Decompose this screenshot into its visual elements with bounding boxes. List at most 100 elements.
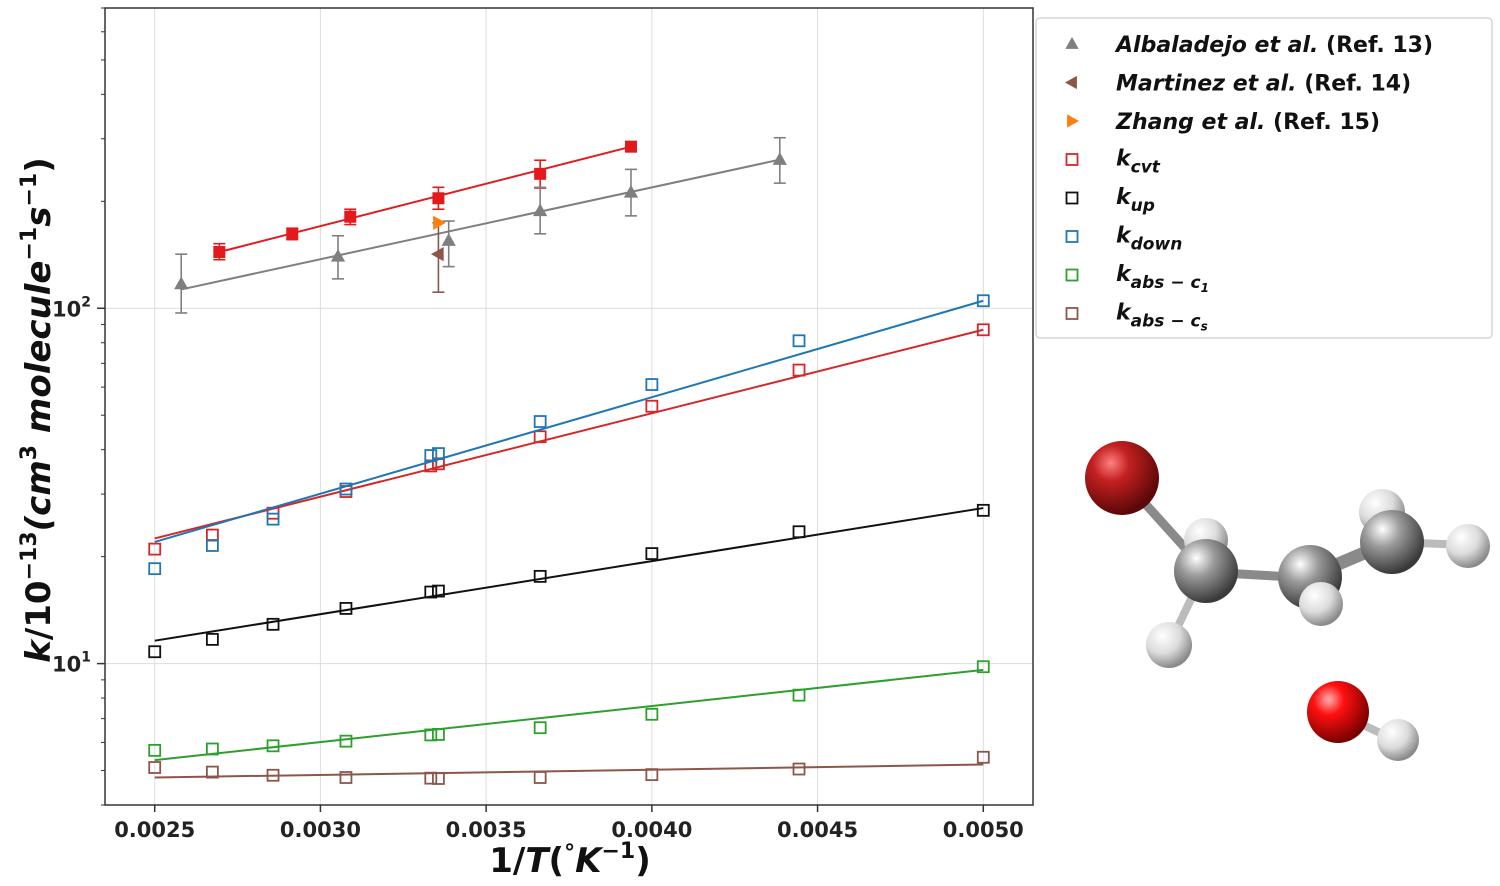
data-point xyxy=(441,233,456,246)
legend-marker xyxy=(1065,191,1079,205)
legend-marker xyxy=(1065,153,1079,166)
data-point xyxy=(339,602,353,615)
data-point xyxy=(424,585,438,599)
legend-label: kup xyxy=(1116,185,1155,216)
hydrogen-atom xyxy=(1377,719,1419,761)
fit-line xyxy=(154,763,984,779)
x-label-unit: K xyxy=(575,841,604,881)
x-axis-ticks: 0.0025 0.0030 0.0035 0.0040 0.0045 0.0050 xyxy=(114,805,1024,842)
data-point xyxy=(266,768,280,782)
data-point xyxy=(533,569,547,583)
x-label-paren-open: ( xyxy=(549,841,565,881)
y-label-slash: /10 xyxy=(19,580,59,640)
x-label-var: T xyxy=(525,841,551,881)
data-point xyxy=(645,399,659,413)
data-point xyxy=(213,246,226,259)
data-point xyxy=(330,248,346,262)
data-point xyxy=(534,167,547,180)
legend-marker xyxy=(1065,268,1079,282)
data-point xyxy=(533,430,547,444)
data-point xyxy=(339,734,353,748)
data-point xyxy=(266,512,280,526)
y-axis-label: k/10−13(cm3 molecule−1s−1) xyxy=(17,157,59,663)
data-point xyxy=(424,449,438,462)
grid-lines xyxy=(105,8,1033,805)
theory-series-3 xyxy=(148,660,990,762)
data-point xyxy=(645,547,659,560)
fit-line xyxy=(181,158,781,291)
y-label-mid: (cm xyxy=(19,460,59,531)
data-point xyxy=(976,323,990,337)
x-label-deg: ° xyxy=(564,841,575,866)
data-point xyxy=(432,584,445,598)
y-label-exp2: 3 xyxy=(17,445,42,460)
data-point xyxy=(792,334,806,348)
experimental-series-2 xyxy=(433,215,446,230)
data-point xyxy=(645,707,659,721)
hydrogen-atom xyxy=(1299,582,1343,626)
theory-series-1 xyxy=(148,503,990,659)
legend-marker xyxy=(1065,75,1077,90)
legend-label: kabs − c1 xyxy=(1116,262,1209,295)
data-point xyxy=(344,210,357,223)
legend-marker xyxy=(1065,37,1079,49)
x-label-paren-close: ) xyxy=(635,841,651,881)
data-point xyxy=(205,765,219,779)
data-point xyxy=(339,771,353,784)
x-tick-label: 0.0040 xyxy=(611,818,692,842)
molecule-illustration xyxy=(1085,441,1490,761)
data-point xyxy=(432,728,445,741)
data-point xyxy=(976,660,990,674)
data-point xyxy=(645,768,659,782)
data-point xyxy=(792,525,806,539)
x-axis-label: 1/T(°K−1) xyxy=(489,839,650,881)
data-point xyxy=(148,743,162,757)
experimental-series-0 xyxy=(174,136,787,314)
data-point xyxy=(976,750,990,764)
data-point xyxy=(624,140,637,153)
fit-line xyxy=(154,328,984,540)
x-tick-label: 0.0030 xyxy=(280,818,361,842)
plot-frame xyxy=(104,7,1034,806)
y-label-exp4: −1 xyxy=(17,173,42,207)
data-point xyxy=(148,542,162,556)
data-point xyxy=(148,562,162,576)
y-label-var: k xyxy=(19,638,59,663)
data-point xyxy=(533,721,547,735)
data-point xyxy=(432,192,445,205)
legend-label: Zhang et al. (Ref. 15) xyxy=(1115,110,1380,135)
y-tick-label: 102 xyxy=(52,294,91,321)
x-label-exp: −1 xyxy=(601,839,635,864)
data-point xyxy=(432,772,445,785)
legend-label: Martinez et al. (Ref. 14) xyxy=(1116,72,1411,97)
hydrogen-atom xyxy=(1146,622,1192,668)
data-point xyxy=(976,503,990,517)
data-point xyxy=(424,771,438,785)
y-tick-label: 101 xyxy=(52,650,91,677)
x-tick-label: 0.0050 xyxy=(943,818,1024,842)
data-point xyxy=(533,203,548,217)
data-point xyxy=(623,184,639,198)
hydrogen-atom xyxy=(1446,524,1490,568)
data-point xyxy=(792,762,806,776)
theory-series-2 xyxy=(148,294,990,576)
fit-line xyxy=(154,299,984,543)
x-tick-label: 0.0045 xyxy=(777,818,858,842)
data-point xyxy=(286,227,299,240)
data-point xyxy=(433,215,446,230)
data-point xyxy=(174,276,189,290)
data-point xyxy=(533,415,547,428)
data-point xyxy=(976,294,990,308)
data-point xyxy=(205,742,219,756)
data-point xyxy=(792,363,806,377)
legend: Albaladejo et al. (Ref. 13) Martinez et a… xyxy=(1035,17,1493,339)
carbon-atom xyxy=(1360,510,1424,574)
theory-series-0 xyxy=(148,323,990,556)
data-point xyxy=(266,617,280,631)
fit-line xyxy=(154,668,984,762)
y-label-mol: molecule xyxy=(19,261,59,445)
oxygen-atom xyxy=(1307,681,1369,743)
data-point xyxy=(645,378,659,391)
plot-series xyxy=(148,136,990,785)
